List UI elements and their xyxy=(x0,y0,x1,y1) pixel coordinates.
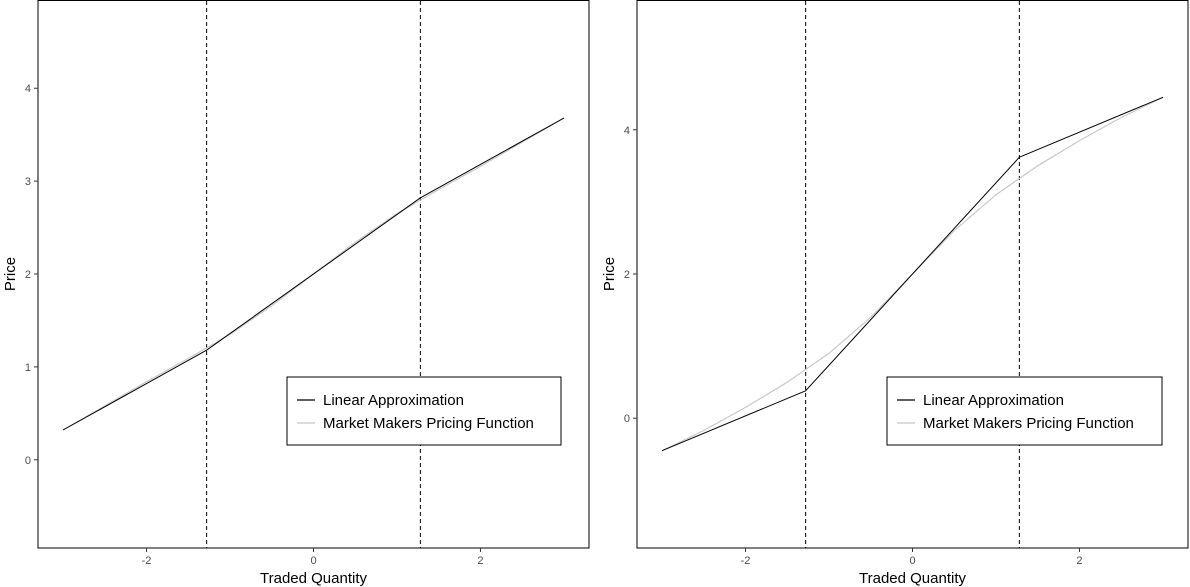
y-tick-label: 1 xyxy=(25,362,31,374)
x-axis-title: Traded Quantity xyxy=(260,570,367,587)
y-tick-label: 0 xyxy=(624,413,630,425)
y-tick-label: 2 xyxy=(624,269,630,281)
legend: Linear Approximation Market Makers Pricin… xyxy=(286,376,562,446)
y-axis-title: Price xyxy=(601,257,618,291)
x-tick-label: 0 xyxy=(909,555,915,567)
y-tick-label: 4 xyxy=(624,125,630,137)
x-tick-label: -2 xyxy=(142,555,152,567)
x-axis-title: Traded Quantity xyxy=(859,570,966,587)
y-axis-title: Price xyxy=(2,257,19,291)
legend: Linear Approximation Market Makers Pricin… xyxy=(886,376,1163,446)
linear-approximation-line xyxy=(661,96,1164,452)
legend-box xyxy=(886,376,1163,446)
legend-label: Market Makers Pricing Function xyxy=(923,415,1134,432)
legend-label: Linear Approximation xyxy=(323,392,464,409)
legend-box xyxy=(286,376,562,446)
legend-label: Linear Approximation xyxy=(923,392,1064,409)
linear-approximation-line xyxy=(62,117,565,431)
y-tick-label: 0 xyxy=(25,455,31,467)
chart-panel-2: -2 0 2 0 2 4 Traded Quantity Price Linear Approx… xyxy=(601,0,1189,587)
x-tick-label: -2 xyxy=(741,555,751,567)
legend-label: Market Makers Pricing Function xyxy=(323,415,534,432)
x-tick-label: 2 xyxy=(477,555,483,567)
x-tick-label: 2 xyxy=(1076,555,1082,567)
y-tick-label: 3 xyxy=(25,176,31,188)
y-tick-label: 2 xyxy=(25,269,31,281)
x-tick-label: 0 xyxy=(310,555,316,567)
y-tick-label: 4 xyxy=(25,83,31,95)
chart-panel-1: -2 0 2 0 1 2 3 4 Traded Quantity Price Linear Appr… xyxy=(2,0,590,587)
